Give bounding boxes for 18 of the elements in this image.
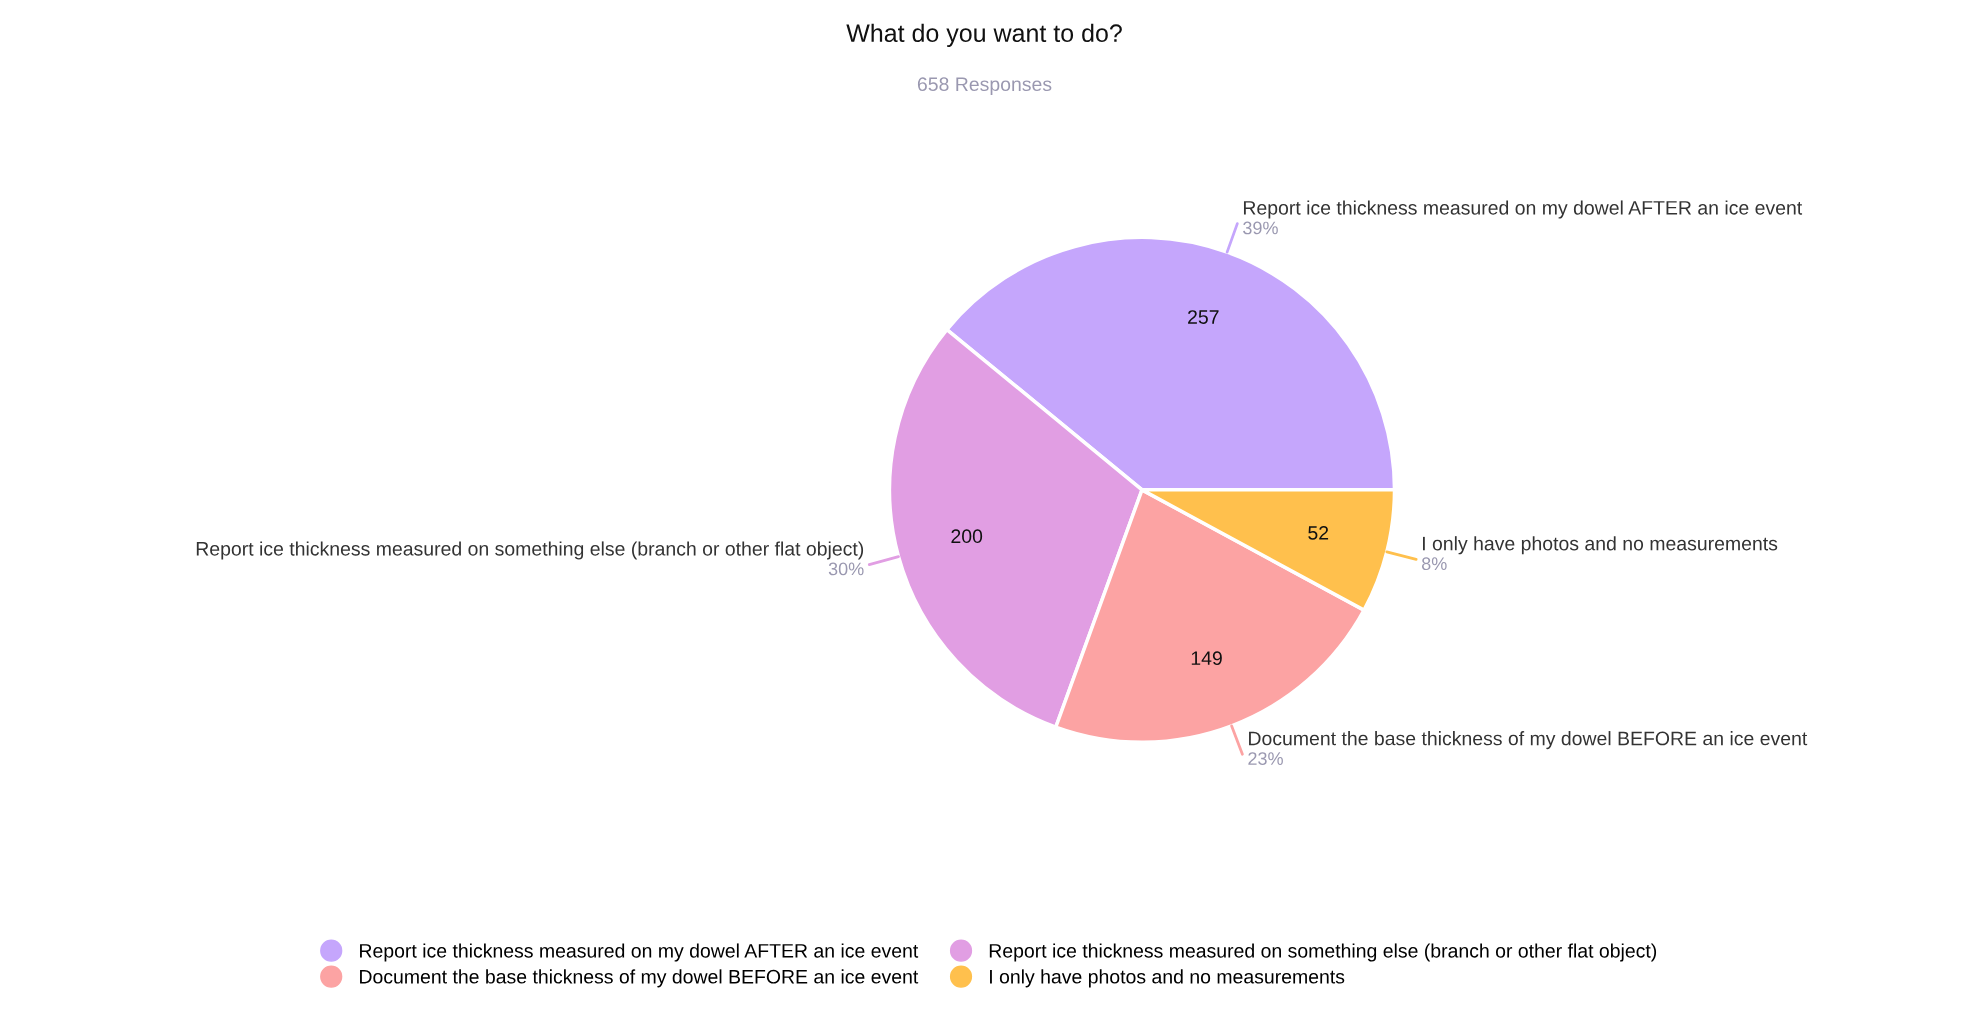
data-label: 52 xyxy=(1308,525,1329,540)
text: 39% xyxy=(1243,221,1278,235)
legend-label: Document the base thickness of my dowel BEFORE an ice event xyxy=(360,969,919,988)
data-label: 200 xyxy=(951,529,983,544)
text: 8% xyxy=(1421,557,1447,571)
chart-subtitle: 658 Responses xyxy=(917,77,1052,95)
text: 30% xyxy=(828,562,864,576)
legend-label: I only have photos and no measurements xyxy=(990,969,1345,988)
text: 23% xyxy=(1248,752,1283,765)
legend-label: Report ice thickness measured on my dowel AFTER an ice event xyxy=(360,943,919,962)
chart-title: What do you want to do? xyxy=(846,23,1122,47)
data-label: 257 xyxy=(1188,310,1219,324)
slice-label: Document the base thickness of my dowel BEFORE an ice event xyxy=(1249,731,1808,750)
slice-label: Report ice thickness measured on my dowel AFTER an ice event xyxy=(1243,200,1803,219)
data-label: 149 xyxy=(1191,651,1222,666)
legend-label: Report ice thickness measured on something else (branch or other flat object) xyxy=(989,943,1657,962)
slice-label: I only have photos and no measurements xyxy=(1422,536,1778,555)
slice-label: Report ice thickness measured on something else (branch or other flat object) xyxy=(196,541,864,560)
